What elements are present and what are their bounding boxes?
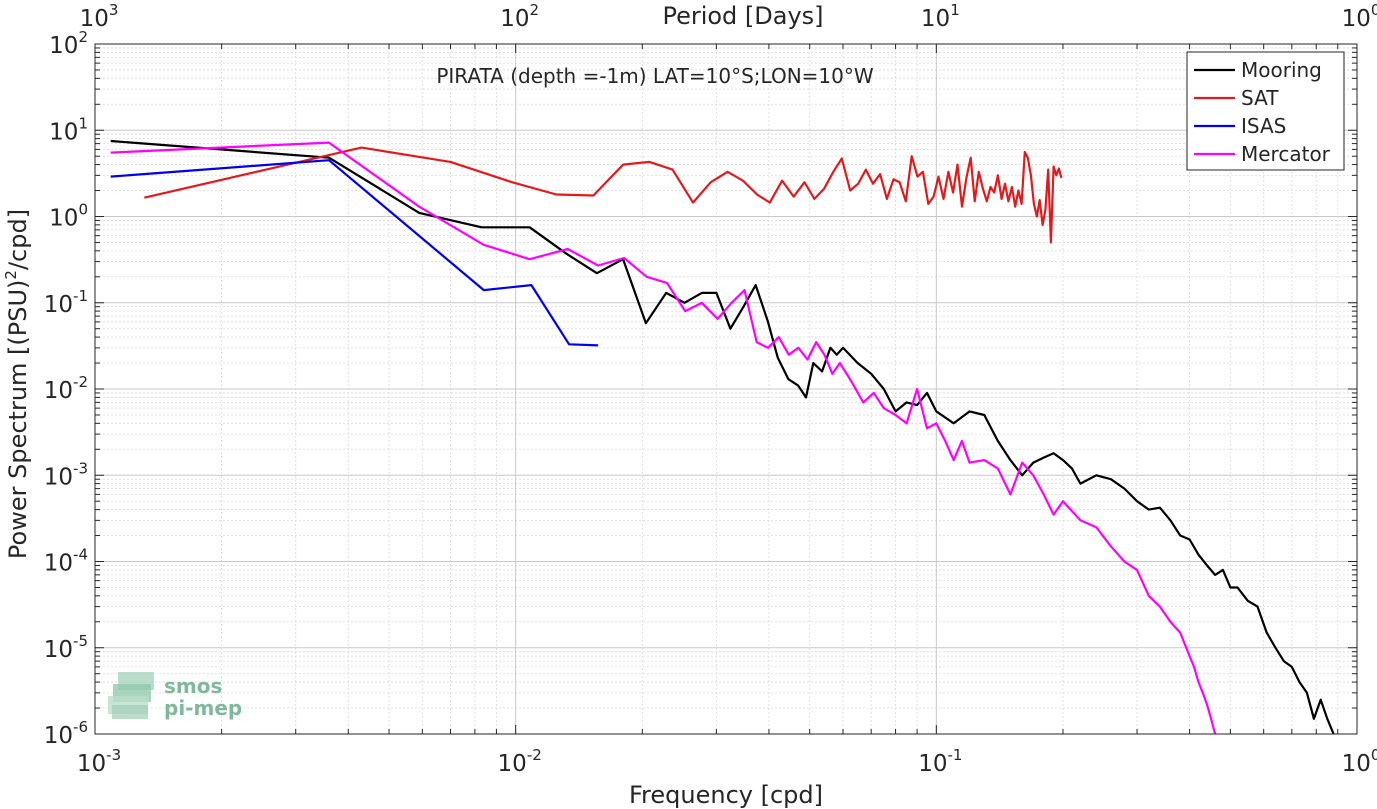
x-tick-labels: 10-3 10-2 10-1 100 xyxy=(77,746,1377,777)
legend: Mooring SAT ISAS Mercator xyxy=(1186,51,1345,171)
y-axis-title: Power Spectrum [(PSU)2/cpd] xyxy=(2,209,32,559)
legend-label-mooring: Mooring xyxy=(1241,58,1322,82)
logo-text-pi-mep: pi-mep xyxy=(164,696,242,720)
logo-text-smos: smos xyxy=(164,674,222,698)
series-lines xyxy=(110,139,1335,735)
chart-title: PIRATA (depth =-1m) LAT=10°S;LON=10°W xyxy=(436,64,874,88)
series-line-mercator xyxy=(110,141,1217,735)
series-line-mooring xyxy=(110,139,1335,735)
y-tick-label: 10-1 xyxy=(44,287,88,318)
x-tick-label: 10-3 xyxy=(77,746,121,777)
x-tick-label: 10-2 xyxy=(498,746,542,777)
legend-label-mercator: Mercator xyxy=(1241,142,1331,166)
y-axis-title-end: /cpd] xyxy=(4,209,32,270)
tick-marks xyxy=(94,43,1358,735)
x2-tick-label: 103 xyxy=(80,1,119,32)
y-tick-label: 10-2 xyxy=(44,373,88,404)
x2-axis-title: Period [Days] xyxy=(662,2,823,30)
legend-label-isas: ISAS xyxy=(1241,114,1286,138)
y-tick-label: 10-4 xyxy=(44,546,88,577)
x2-tick-label: 101 xyxy=(921,1,960,32)
x-tick-label: 100 xyxy=(1342,746,1377,777)
smos-pi-mep-logo: smos pi-mep xyxy=(108,672,242,720)
legend-box xyxy=(1186,51,1345,171)
legend-label-sat: SAT xyxy=(1241,86,1279,110)
x2-tick-label: 102 xyxy=(500,1,539,32)
x2-tick-labels: 103 102 101 100 xyxy=(80,1,1377,32)
series-line-sat xyxy=(144,146,1063,244)
y-axis-title-sup: 2 xyxy=(2,270,20,280)
y-tick-label: 101 xyxy=(49,114,88,145)
logo-mark-icon xyxy=(108,672,154,719)
x2-tick-label: 100 xyxy=(1342,1,1377,32)
y-tick-label: 102 xyxy=(49,28,88,59)
y-tick-labels: 102 101 100 10-1 10-2 10-3 10-4 10-5 10-6 xyxy=(44,28,88,749)
series-line-isas xyxy=(110,159,599,347)
y-axis-title-group: Power Spectrum [(PSU)2/cpd] xyxy=(2,209,32,559)
plot-area: smos pi-mep xyxy=(94,43,1358,735)
y-tick-label: 100 xyxy=(49,201,88,232)
y-tick-label: 10-6 xyxy=(44,718,88,749)
y-tick-label: 10-3 xyxy=(44,459,88,490)
y-tick-label: 10-5 xyxy=(44,632,88,663)
legend-entries: Mooring SAT ISAS Mercator xyxy=(1194,58,1331,166)
y-axis-title-main: Power Spectrum [(PSU) xyxy=(4,280,32,559)
x-tick-label: 10-1 xyxy=(918,746,962,777)
x-axis-title: Frequency [cpd] xyxy=(629,781,823,809)
